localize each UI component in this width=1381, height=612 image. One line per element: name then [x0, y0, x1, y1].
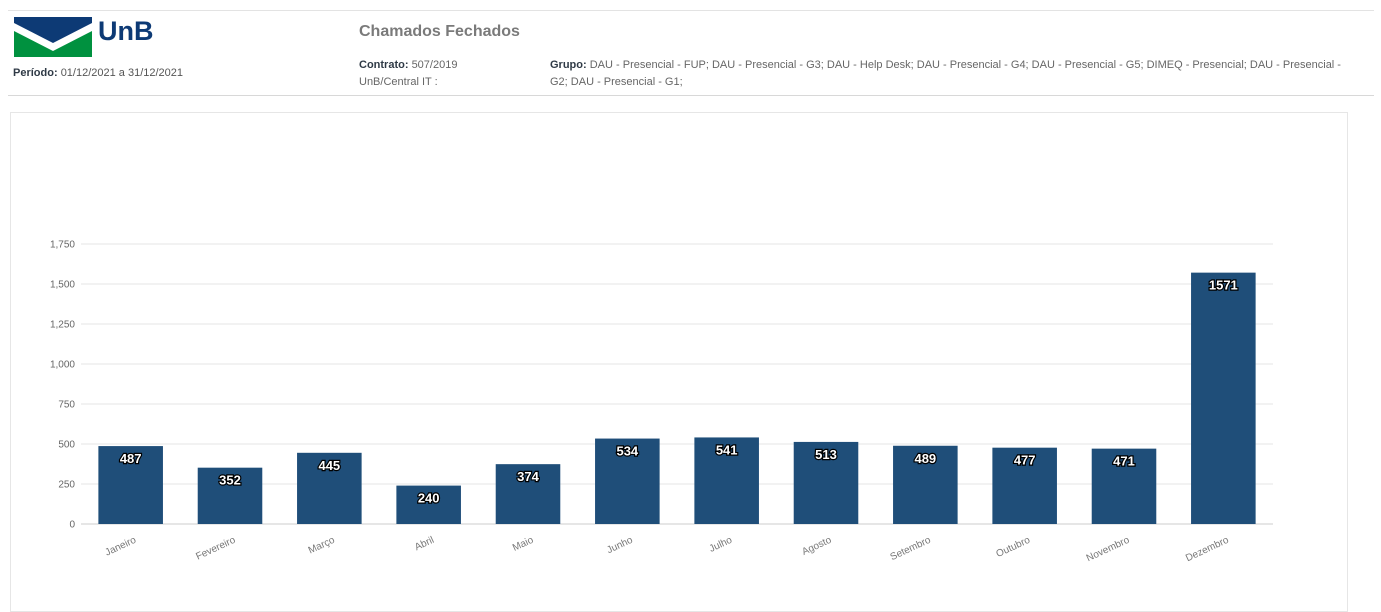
- period-label: Período:: [13, 67, 58, 79]
- data-label: 513: [815, 447, 837, 462]
- group-label: Grupo:: [550, 59, 587, 71]
- x-tick-label: Fevereiro: [194, 535, 237, 563]
- data-label: 534: [616, 444, 638, 459]
- bar-junho[interactable]: [595, 438, 660, 524]
- y-tick-label: 250: [58, 480, 75, 491]
- bar-maio[interactable]: [495, 464, 561, 524]
- bar-fevereiro[interactable]: [197, 467, 263, 524]
- x-tick-label: Setembro: [889, 535, 933, 563]
- data-label: 240: [418, 491, 440, 506]
- x-tick-label: Dezembro: [1184, 535, 1231, 565]
- data-label: 1571: [1209, 278, 1238, 293]
- y-tick-label: 500: [58, 440, 75, 451]
- data-label: 487: [120, 451, 142, 466]
- unb-logo: [14, 17, 92, 57]
- bar-novembro[interactable]: [1091, 448, 1157, 524]
- bar-agosto[interactable]: [793, 441, 859, 524]
- y-tick-label: 750: [58, 400, 75, 411]
- x-tick-label: Maio: [511, 535, 536, 554]
- contract-value: 507/2019: [411, 59, 458, 71]
- group-info: Grupo: DAU - Presencial - FUP; DAU - Pre…: [550, 57, 1350, 91]
- logo-blue-shape: [14, 17, 92, 43]
- x-tick-label: Janeiro: [104, 535, 139, 559]
- bar-setembro[interactable]: [893, 445, 958, 524]
- data-label: 477: [1014, 453, 1036, 468]
- report-title: Chamados Fechados: [359, 23, 520, 40]
- x-tick-label: Agosto: [800, 535, 833, 558]
- x-tick-label: Abril: [413, 535, 436, 553]
- y-tick-label: 0: [69, 520, 75, 531]
- x-tick-label: Julho: [708, 535, 735, 555]
- logo-green-shape: [14, 31, 92, 57]
- group-value: DAU - Presencial - FUP; DAU - Presencial…: [550, 59, 1341, 88]
- data-label: 471: [1113, 454, 1135, 469]
- contract-info: Contrato: 507/2019 UnB/Central IT :: [359, 57, 529, 91]
- data-label: 541: [716, 442, 738, 457]
- x-tick-label: Março: [307, 535, 337, 557]
- report-header: UnB Período: 01/12/2021 a 31/12/2021 Cha…: [8, 10, 1374, 96]
- x-tick-label: Junho: [605, 535, 635, 557]
- logo-text: UnB: [98, 16, 154, 46]
- y-tick-label: 1,000: [50, 360, 75, 371]
- data-label: 374: [517, 469, 539, 484]
- data-label: 352: [219, 473, 241, 488]
- period: Período: 01/12/2021 a 31/12/2021: [13, 67, 183, 79]
- data-label: 445: [318, 458, 340, 473]
- bar-janeiro[interactable]: [98, 446, 163, 524]
- bar-dezembro[interactable]: [1191, 272, 1256, 524]
- contract-org: UnB/Central IT :: [359, 76, 438, 88]
- y-tick-label: 1,500: [50, 280, 75, 291]
- bar-julho[interactable]: [694, 437, 759, 524]
- bar-abril[interactable]: [396, 485, 461, 524]
- bar-outubro[interactable]: [992, 447, 1057, 524]
- data-label: 489: [914, 451, 936, 466]
- bar-março[interactable]: [297, 452, 362, 524]
- y-tick-label: 1,250: [50, 320, 75, 331]
- contract-label: Contrato:: [359, 59, 409, 71]
- x-tick-label: Outubro: [995, 535, 1033, 560]
- period-value: 01/12/2021 a 31/12/2021: [60, 67, 184, 79]
- x-tick-label: Novembro: [1085, 535, 1132, 565]
- chart-panel: 0 250 500 750 1,000 1,250 1,500 1,750 487 Janeiro…: [10, 112, 1348, 612]
- y-tick-label: 1,750: [50, 240, 75, 251]
- bar-chart: 0 250 500 750 1,000 1,250 1,500 1,750 487 Janeiro…: [50, 240, 1273, 565]
